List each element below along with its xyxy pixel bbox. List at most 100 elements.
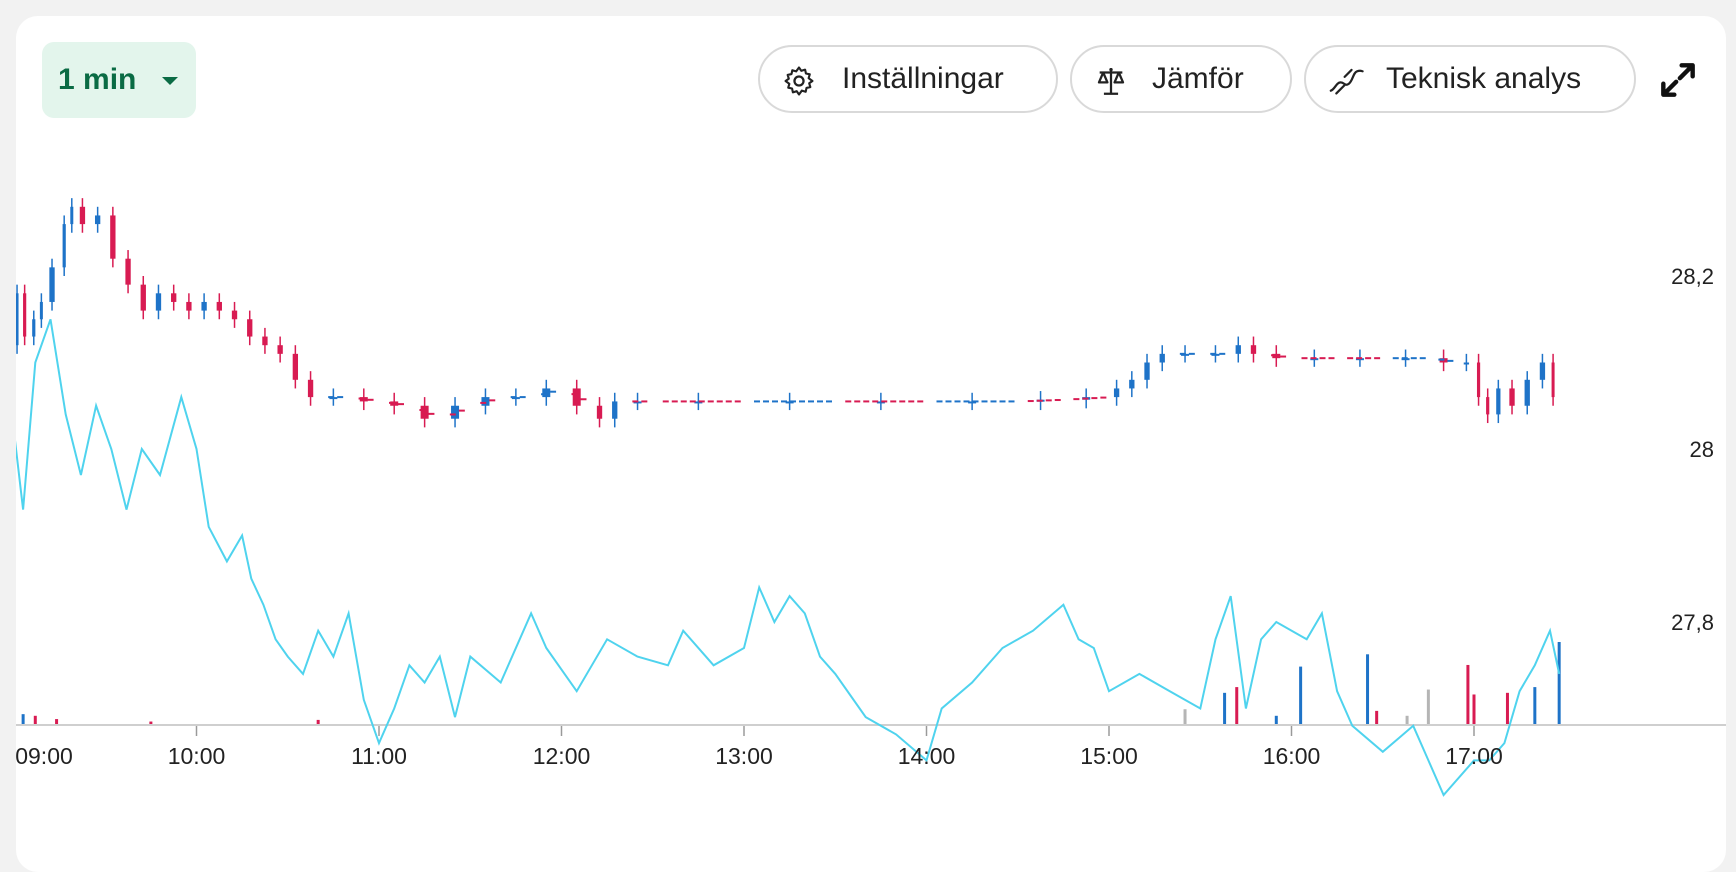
- candle-body: [481, 397, 490, 406]
- volume-bar: [1274, 715, 1278, 724]
- candle-body: [1476, 362, 1481, 398]
- flat-candle: [754, 400, 760, 403]
- candle-body: [1496, 388, 1501, 415]
- volume-bar: [1405, 715, 1409, 724]
- x-tick-label: 17:00: [1445, 743, 1503, 769]
- flat-candle: [1374, 357, 1381, 360]
- candle-body: [307, 379, 314, 398]
- compare-label: Jämför: [1152, 62, 1244, 95]
- flat-candle: [1271, 354, 1278, 357]
- candle-body: [155, 293, 162, 311]
- volume-bar: [1426, 689, 1430, 724]
- expand-icon[interactable]: [1656, 58, 1700, 102]
- flat-candle: [1073, 398, 1080, 401]
- candle-body: [70, 206, 74, 225]
- chart-card: 28,2 28 27,8 09:00 10:00 11:00 12:00 13:00 14:0…: [16, 16, 1726, 872]
- candle-body: [451, 405, 460, 419]
- candle-body: [1463, 362, 1470, 365]
- flat-candle: [510, 396, 517, 399]
- flat-candle: [1082, 397, 1089, 400]
- flat-candle: [781, 400, 787, 403]
- x-tick-label: 10:00: [168, 743, 226, 769]
- candle-body: [1159, 353, 1165, 363]
- price-candles: [16, 198, 1555, 428]
- flat-candle: [899, 400, 906, 403]
- flat-candle: [1100, 396, 1107, 399]
- flat-candle: [936, 400, 943, 403]
- flat-candle: [662, 400, 669, 403]
- flat-candle: [872, 400, 879, 403]
- flat-candle: [845, 400, 852, 403]
- compare-button[interactable]: Jämför: [1070, 45, 1292, 113]
- price-chart[interactable]: 28,2 28 27,8 09:00 10:00 11:00 12:00 13:00 14:0…: [16, 16, 1726, 872]
- flat-candle: [541, 393, 548, 396]
- flat-candle: [999, 400, 1006, 403]
- candle-body: [596, 405, 603, 419]
- flat-candle: [817, 400, 823, 403]
- flat-candle: [1347, 357, 1354, 360]
- flat-candle: [954, 400, 961, 403]
- candle-body: [1250, 345, 1257, 354]
- flat-candle: [1356, 357, 1363, 360]
- flat-candle: [963, 400, 970, 403]
- flat-candle: [1438, 358, 1445, 361]
- flat-candle: [671, 400, 678, 403]
- flat-candle: [328, 396, 335, 399]
- flat-candle: [917, 400, 924, 403]
- flat-candle: [890, 400, 897, 403]
- volume-bar: [55, 719, 59, 724]
- scale-icon: [1097, 67, 1125, 95]
- candle-body: [1113, 388, 1120, 398]
- candle-body: [694, 401, 703, 404]
- candle-body: [612, 401, 618, 419]
- x-axis-ticks: 09:00 10:00 11:00 12:00 13:00 14:00 15:00 16:00…: [16, 726, 1503, 769]
- candle-body: [1539, 362, 1546, 380]
- flat-candle: [489, 399, 496, 402]
- candle-body: [110, 215, 116, 259]
- interval-dropdown[interactable]: 1 min: [42, 42, 196, 118]
- x-tick-label: 16:00: [1263, 743, 1321, 769]
- flat-candle: [389, 401, 395, 404]
- flat-candle: [458, 409, 465, 412]
- candle-body: [1235, 345, 1241, 354]
- flat-candle: [1188, 352, 1195, 355]
- flat-candle: [398, 403, 404, 406]
- settings-label: Inställningar: [842, 62, 1004, 95]
- flat-candle: [419, 409, 426, 412]
- flat-candle: [1179, 352, 1186, 355]
- candle-body: [542, 388, 551, 398]
- candle-body: [1486, 397, 1490, 415]
- settings-button[interactable]: Inställningar: [758, 45, 1058, 113]
- candle-body: [23, 293, 27, 337]
- candle-body: [216, 301, 222, 311]
- technical-analysis-button[interactable]: Teknisk analys: [1304, 45, 1636, 113]
- flat-candle: [550, 390, 557, 393]
- flat-candle: [1419, 357, 1426, 360]
- flat-candle: [881, 400, 888, 403]
- flat-candle: [972, 400, 979, 403]
- flat-candle: [990, 400, 997, 403]
- flat-candle: [725, 400, 732, 403]
- candle-body: [62, 224, 66, 268]
- candle-body: [49, 267, 55, 302]
- flat-candle: [1091, 397, 1098, 400]
- flat-candle: [1392, 357, 1399, 360]
- flat-candle: [1280, 355, 1287, 358]
- flat-candle: [1310, 357, 1317, 360]
- flat-candle: [1365, 357, 1372, 360]
- flat-candle: [337, 396, 344, 399]
- flat-candle: [734, 400, 741, 403]
- flat-candle: [981, 400, 988, 403]
- volume-bar: [1533, 687, 1537, 724]
- flat-candle: [763, 400, 769, 403]
- flat-candle: [808, 400, 814, 403]
- flat-candle: [945, 400, 952, 403]
- flat-candle: [1054, 399, 1061, 402]
- volume-bar: [21, 714, 25, 724]
- flat-candle: [367, 398, 374, 401]
- candle-body: [231, 310, 238, 320]
- x-tick-label: 12:00: [533, 743, 591, 769]
- volume-bar: [1375, 710, 1379, 724]
- flat-candle: [1401, 357, 1408, 360]
- chevron-down-icon: [162, 77, 178, 85]
